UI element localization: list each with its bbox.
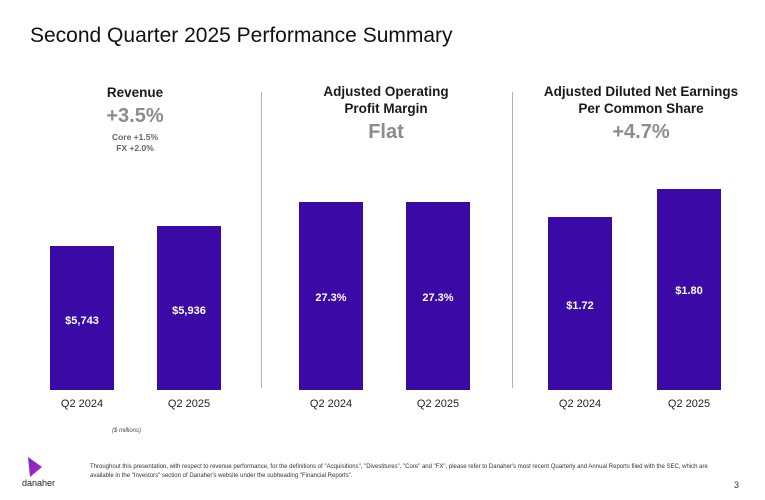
revenue-fx-note: FX +2.0% <box>116 143 154 153</box>
eps-xtick-q2-2024: Q2 2024 <box>558 398 602 410</box>
revenue-panel-title: Revenue <box>106 85 164 100</box>
danaher-logo-text: danaher <box>22 478 56 488</box>
revenue-bar-q2-2024 <box>50 246 114 390</box>
margin-xtick-q2-2024: Q2 2024 <box>309 398 353 410</box>
panel-divider-1 <box>261 92 262 388</box>
eps-xtick-q2-2025: Q2 2025 <box>667 398 711 410</box>
eps-panel: Adjusted Diluted Net Earnings Per Common… <box>528 0 754 500</box>
slide-title: Second Quarter 2025 Performance Summary <box>30 24 453 47</box>
margin-data-label-q2-2024: 27.3% <box>315 292 347 305</box>
footnote: Throughout this presentation, with respe… <box>90 464 708 479</box>
revenue-xtick-q2-2025: Q2 2025 <box>167 398 211 410</box>
panel-divider-2 <box>512 92 513 388</box>
margin-bar-q2-2024 <box>299 202 363 390</box>
eps-growth-metric: +4.7% <box>612 121 670 143</box>
margin-xtick-q2-2025: Q2 2025 <box>416 398 460 410</box>
margin-data-label-q2-2025: 27.3% <box>422 292 454 305</box>
revenue-xtick-q2-2024: Q2 2024 <box>60 398 104 410</box>
eps-panel-title: Adjusted Diluted Net Earnings Per Common… <box>543 84 739 116</box>
eps-data-label-q2-2024: $1.72 <box>566 300 594 313</box>
revenue-bar-q2-2025 <box>157 226 221 390</box>
danaher-logo-icon <box>28 457 42 477</box>
units-note: ($ millions) <box>112 428 142 434</box>
revenue-growth-metric: +3.5% <box>106 105 164 127</box>
page-number: 3 <box>733 480 739 490</box>
margin-panel-title: Adjusted Operating Profit Margin <box>323 84 449 116</box>
revenue-panel: Revenue +3.5% Core +1.5% FX +2.0% $5,743… <box>30 0 240 500</box>
margin-bar-q2-2025 <box>406 202 470 390</box>
revenue-data-label-q2-2025: $5,936 <box>172 304 206 317</box>
eps-data-label-q2-2025: $1.80 <box>675 285 703 298</box>
eps-bar-q2-2024 <box>548 217 612 390</box>
margin-change-metric: Flat <box>368 121 404 143</box>
revenue-core-note: Core +1.5% <box>111 132 159 142</box>
revenue-data-label-q2-2024: $5,743 <box>65 315 99 328</box>
margin-panel: Adjusted Operating Profit Margin Flat 27… <box>280 0 492 500</box>
eps-bar-q2-2025 <box>657 189 721 390</box>
